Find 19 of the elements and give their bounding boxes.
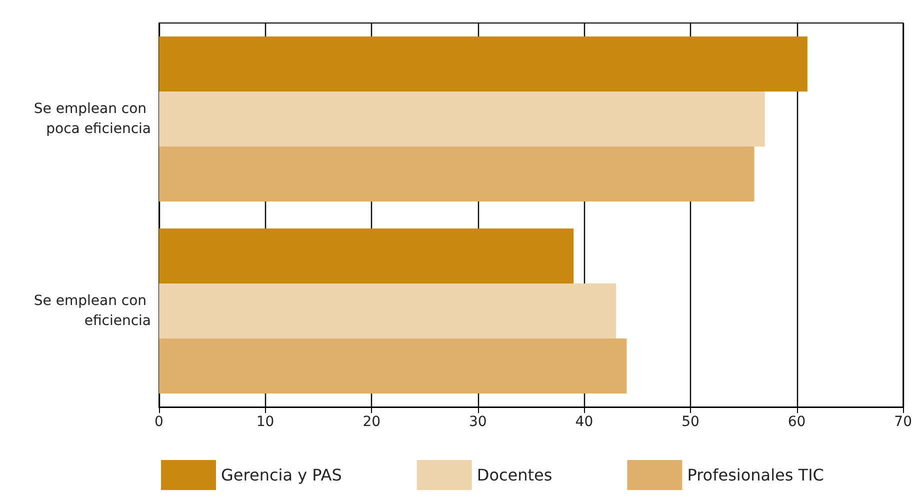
bar bbox=[159, 146, 754, 202]
bar bbox=[159, 228, 574, 284]
bar bbox=[159, 91, 765, 147]
x-tick-label: 50 bbox=[682, 414, 700, 430]
bar bbox=[159, 283, 616, 339]
y-tick-label: Se emplean con eficiencia bbox=[34, 293, 151, 329]
x-tick-label: 70 bbox=[894, 414, 912, 430]
x-tick-label: 0 bbox=[154, 414, 164, 430]
x-tick-label: 30 bbox=[468, 414, 487, 430]
legend-label: Profesionales TIC bbox=[687, 466, 824, 484]
bar bbox=[159, 338, 627, 394]
y-tick-label: Se emplean con poca eficiencia bbox=[34, 101, 151, 137]
legend-label: Docentes bbox=[476, 466, 552, 484]
bar bbox=[159, 36, 808, 92]
x-tick-label: 20 bbox=[362, 414, 381, 430]
x-tick-label: 60 bbox=[788, 414, 806, 430]
x-tick-label: 40 bbox=[575, 414, 594, 430]
x-tick-label: 10 bbox=[256, 414, 274, 430]
legend-label: Gerencia y PAS bbox=[221, 466, 342, 484]
